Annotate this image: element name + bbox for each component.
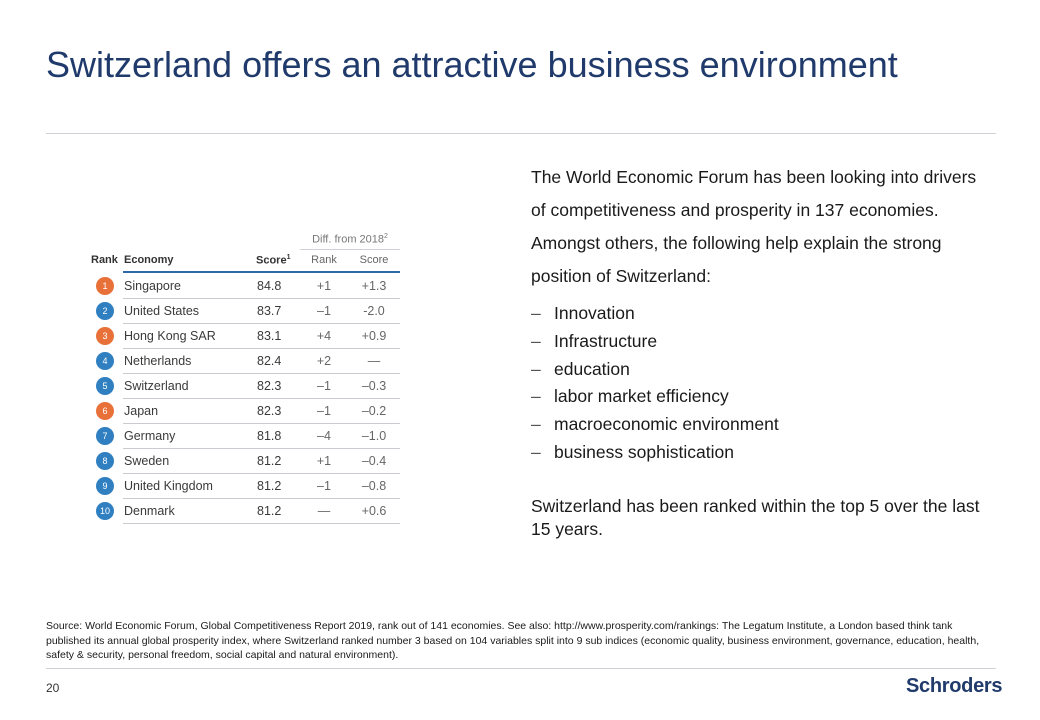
rank-badge: 4 <box>96 352 114 370</box>
economy-cell: Denmark <box>124 504 175 518</box>
header-underline <box>123 271 400 273</box>
row-separator <box>123 498 400 499</box>
col-header-score: Score1 <box>256 254 291 267</box>
col-header-diff-rank: Rank <box>311 254 337 266</box>
table-row: 6 Japan 82.3 –1 –0.2 <box>88 399 400 424</box>
diff-score-cell: +0.9 <box>361 329 387 343</box>
bullet-marker: – <box>531 358 541 379</box>
table-row: 5 Switzerland 82.3 –1 –0.3 <box>88 374 400 399</box>
slide-title: Switzerland offers an attractive busines… <box>46 44 898 85</box>
list-item: – macroeconomic environment <box>531 411 991 439</box>
diff-rank-cell: +2 <box>316 354 332 368</box>
score-cell: 82.3 <box>257 379 282 393</box>
diff-rank-cell: –1 <box>317 404 331 418</box>
economy-cell: Germany <box>124 429 176 443</box>
diff-score-cell: –0.3 <box>361 379 387 393</box>
col-header-economy: Economy <box>124 254 174 266</box>
schroders-logo: Schroders <box>906 675 1003 697</box>
table-row: 8 Sweden 81.2 +1 –0.4 <box>88 449 400 474</box>
rank-badge: 2 <box>96 302 114 320</box>
bullet-marker: – <box>531 386 541 407</box>
rank-badge: 10 <box>96 502 114 520</box>
source-note: Source: World Economic Forum, Global Com… <box>46 620 980 661</box>
footer-divider <box>46 668 996 669</box>
title-divider <box>46 133 996 134</box>
diff-from-2018-header: Diff. from 20182 <box>300 233 400 250</box>
diff-score-cell: –0.4 <box>361 454 387 468</box>
row-separator <box>123 323 400 324</box>
bullet-marker: – <box>531 303 541 323</box>
diff-rank-cell: –1 <box>317 379 331 393</box>
bullet-marker: – <box>531 414 541 435</box>
intro-paragraph: The World Economic Forum has been lookin… <box>531 167 977 286</box>
diff-score-cell: +0.6 <box>361 504 387 518</box>
table-row: 1 Singapore 84.8 +1 +1.3 <box>88 274 400 299</box>
score-cell: 82.3 <box>257 404 282 418</box>
bullet-marker: – <box>531 441 541 462</box>
list-item: – Innovation <box>531 300 991 328</box>
diff-score-cell: — <box>367 354 381 368</box>
diff-rank-cell: +1 <box>316 279 332 293</box>
diff-score-cell: –0.8 <box>361 479 387 493</box>
rank-badge: 8 <box>96 452 114 470</box>
rank-badge: 1 <box>96 277 114 295</box>
economy-cell: Netherlands <box>124 354 192 368</box>
row-separator <box>123 423 400 424</box>
row-separator <box>123 473 400 474</box>
table-row: 2 United States 83.7 –1 -2.0 <box>88 299 400 324</box>
row-separator <box>123 523 400 524</box>
list-item: – labor market efficiency <box>531 383 991 411</box>
economy-cell: Japan <box>124 404 159 418</box>
row-separator <box>123 298 400 299</box>
closing-statement: Switzerland has been ranked within the t… <box>531 496 980 539</box>
score-cell: 83.1 <box>257 329 282 343</box>
score-cell: 81.2 <box>257 479 282 493</box>
rank-badge: 5 <box>96 377 114 395</box>
rank-badge: 6 <box>96 402 114 420</box>
score-cell: 81.2 <box>257 454 282 468</box>
score-cell: 83.7 <box>257 304 282 318</box>
page-number: 20 <box>46 681 60 695</box>
table-row: 10 Denmark 81.2 — +0.6 <box>88 499 400 524</box>
diff-score-cell: +1.3 <box>361 279 387 293</box>
economy-cell: Sweden <box>124 454 170 468</box>
score-cell: 82.4 <box>257 354 282 368</box>
table-row: 4 Netherlands 82.4 +2 — <box>88 349 400 374</box>
diff-rank-cell: –1 <box>317 304 331 318</box>
diff-rank-cell: –1 <box>317 479 331 493</box>
col-header-rank: Rank <box>91 254 118 266</box>
bullet-marker: – <box>531 330 541 351</box>
row-separator <box>123 348 400 349</box>
table-row: 7 Germany 81.8 –4 –1.0 <box>88 424 400 449</box>
economy-cell: United States <box>124 304 200 318</box>
economy-cell: Singapore <box>124 279 181 293</box>
list-item: – education <box>531 356 991 384</box>
list-item: – business sophistication <box>531 439 991 467</box>
diff-score-cell: –1.0 <box>361 429 387 443</box>
score-cell: 81.2 <box>257 504 282 518</box>
rank-badge: 7 <box>96 427 114 445</box>
rank-badge: 3 <box>96 327 114 345</box>
diff-score-cell: –0.2 <box>361 404 387 418</box>
score-cell: 81.8 <box>257 429 282 443</box>
diff-rank-cell: +1 <box>316 454 332 468</box>
row-separator <box>123 448 400 449</box>
diff-rank-cell: –4 <box>317 429 331 443</box>
economy-cell: Switzerland <box>124 379 189 393</box>
row-separator <box>123 398 400 399</box>
factor-list: – Innovation – Infrastructure – education –… <box>531 300 991 467</box>
economy-cell: United Kingdom <box>124 479 213 493</box>
score-cell: 84.8 <box>257 279 282 293</box>
col-header-diff-score: Score <box>359 254 389 266</box>
table-row: 3 Hong Kong SAR 83.1 +4 +0.9 <box>88 324 400 349</box>
rank-badge: 9 <box>96 477 114 495</box>
table-row: 9 United Kingdom 81.2 –1 –0.8 <box>88 474 400 499</box>
diff-score-cell: -2.0 <box>363 304 385 318</box>
row-separator <box>123 373 400 374</box>
economy-cell: Hong Kong SAR <box>124 329 216 343</box>
list-item: – Infrastructure <box>531 328 991 356</box>
diff-rank-cell: +4 <box>316 329 332 343</box>
diff-rank-cell: — <box>317 504 331 518</box>
